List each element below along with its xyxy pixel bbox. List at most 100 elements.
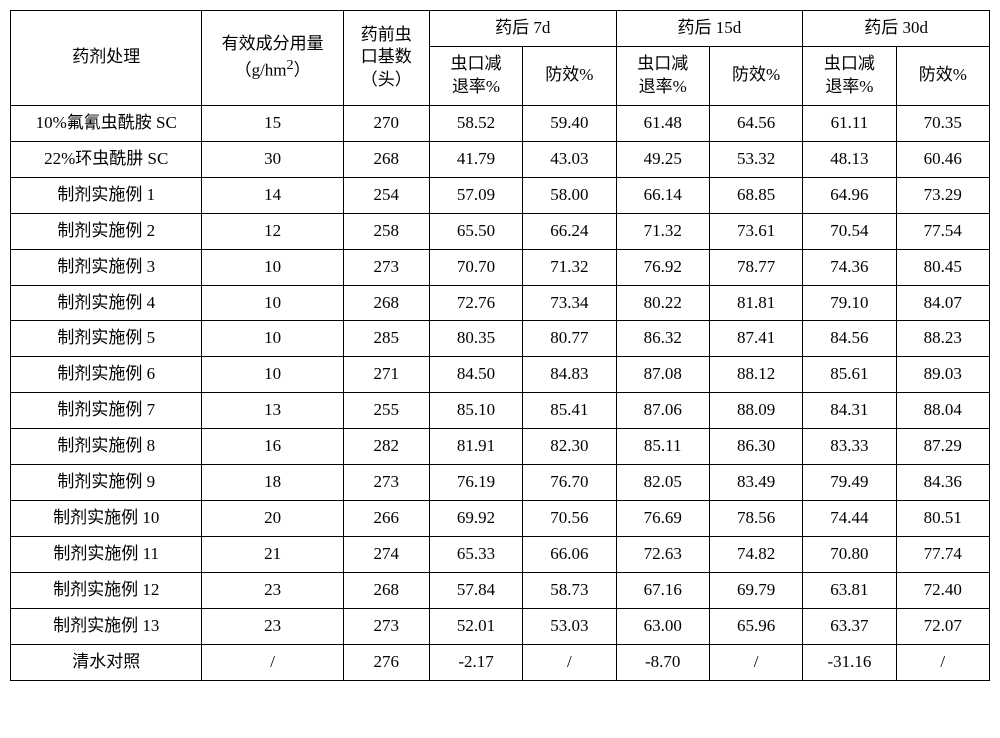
- table-cell: 81.81: [709, 285, 802, 321]
- table-cell: 71.32: [616, 213, 709, 249]
- table-cell: 72.07: [896, 608, 989, 644]
- table-cell: 制剂实施例 7: [11, 393, 202, 429]
- table-cell: 10: [202, 357, 343, 393]
- table-cell: 63.37: [803, 608, 896, 644]
- table-cell: -31.16: [803, 644, 896, 680]
- col-d7-reduction: 虫口减退率%: [429, 46, 522, 105]
- col-d15-efficacy: 防效%: [709, 46, 802, 105]
- table-cell: 21: [202, 537, 343, 573]
- col-d15: 药后 15d: [616, 11, 803, 47]
- table-cell: 41.79: [429, 141, 522, 177]
- table-cell: 84.83: [523, 357, 616, 393]
- table-cell: 66.06: [523, 537, 616, 573]
- table-cell: 79.10: [803, 285, 896, 321]
- table-cell: 268: [343, 573, 429, 609]
- table-cell: 85.41: [523, 393, 616, 429]
- table-cell: 74.44: [803, 501, 896, 537]
- table-cell: 83.49: [709, 465, 802, 501]
- table-cell: 13: [202, 393, 343, 429]
- table-cell: 制剂实施例 11: [11, 537, 202, 573]
- table-cell: 61.48: [616, 105, 709, 141]
- col-dose: 有效成分用量 （g/hm2）: [202, 11, 343, 106]
- col-d30: 药后 30d: [803, 11, 990, 47]
- efficacy-table: 药剂处理 有效成分用量 （g/hm2） 药前虫 口基数 （头） 药后 7d 药后…: [10, 10, 990, 681]
- table-cell: 66.14: [616, 177, 709, 213]
- table-cell: 64.56: [709, 105, 802, 141]
- table-body: 10%氟氰虫酰胺 SC1527058.5259.4061.4864.5661.1…: [11, 105, 990, 680]
- table-cell: 268: [343, 285, 429, 321]
- table-cell: 20: [202, 501, 343, 537]
- col-d7-efficacy: 防效%: [523, 46, 616, 105]
- table-cell: 87.08: [616, 357, 709, 393]
- table-cell: 10%氟氰虫酰胺 SC: [11, 105, 202, 141]
- col-treatment: 药剂处理: [11, 11, 202, 106]
- table-cell: 70.80: [803, 537, 896, 573]
- table-cell: 60.46: [896, 141, 989, 177]
- table-cell: /: [896, 644, 989, 680]
- table-row: 制剂实施例 61027184.5084.8387.0888.1285.6189.…: [11, 357, 990, 393]
- table-cell: 80.51: [896, 501, 989, 537]
- table-row: 制剂实施例 41026872.7673.3480.2281.8179.1084.…: [11, 285, 990, 321]
- table-cell: -2.17: [429, 644, 522, 680]
- table-cell: 58.52: [429, 105, 522, 141]
- table-cell: 48.13: [803, 141, 896, 177]
- table-cell: 43.03: [523, 141, 616, 177]
- table-cell: 制剂实施例 13: [11, 608, 202, 644]
- table-row: 制剂实施例 112127465.3366.0672.6374.8270.8077…: [11, 537, 990, 573]
- table-cell: 74.36: [803, 249, 896, 285]
- table-cell: 10: [202, 249, 343, 285]
- col-d15-reduction: 虫口减退率%: [616, 46, 709, 105]
- col-prebase: 药前虫 口基数 （头）: [343, 11, 429, 106]
- table-row: 制剂实施例 122326857.8458.7367.1669.7963.8172…: [11, 573, 990, 609]
- table-cell: 15: [202, 105, 343, 141]
- table-cell: 16: [202, 429, 343, 465]
- table-cell: 63.00: [616, 608, 709, 644]
- table-cell: 59.40: [523, 105, 616, 141]
- col-d7: 药后 7d: [429, 11, 616, 47]
- table-cell: 制剂实施例 3: [11, 249, 202, 285]
- table-cell: 73.61: [709, 213, 802, 249]
- table-cell: 85.11: [616, 429, 709, 465]
- table-row: 制剂实施例 102026669.9270.5676.6978.5674.4480…: [11, 501, 990, 537]
- table-cell: 58.73: [523, 573, 616, 609]
- table-cell: 70.70: [429, 249, 522, 285]
- table-cell: 87.29: [896, 429, 989, 465]
- table-cell: 53.03: [523, 608, 616, 644]
- table-cell: 70.35: [896, 105, 989, 141]
- table-cell: 254: [343, 177, 429, 213]
- table-row: 制剂实施例 11425457.0958.0066.1468.8564.9673.…: [11, 177, 990, 213]
- table-cell: 86.32: [616, 321, 709, 357]
- table-row: 22%环虫酰肼 SC3026841.7943.0349.2553.3248.13…: [11, 141, 990, 177]
- table-cell: 63.81: [803, 573, 896, 609]
- table-cell: 271: [343, 357, 429, 393]
- table-cell: 49.25: [616, 141, 709, 177]
- table-cell: /: [709, 644, 802, 680]
- table-cell: 76.69: [616, 501, 709, 537]
- table-cell: 67.16: [616, 573, 709, 609]
- table-row: 制剂实施例 51028580.3580.7786.3287.4184.5688.…: [11, 321, 990, 357]
- table-cell: 76.92: [616, 249, 709, 285]
- table-cell: 270: [343, 105, 429, 141]
- table-cell: 23: [202, 573, 343, 609]
- table-row: 制剂实施例 31027370.7071.3276.9278.7774.3680.…: [11, 249, 990, 285]
- header-row-1: 药剂处理 有效成分用量 （g/hm2） 药前虫 口基数 （头） 药后 7d 药后…: [11, 11, 990, 47]
- table-cell: 273: [343, 249, 429, 285]
- table-cell: 制剂实施例 4: [11, 285, 202, 321]
- table-cell: 81.91: [429, 429, 522, 465]
- table-cell: 82.30: [523, 429, 616, 465]
- table-cell: 65.33: [429, 537, 522, 573]
- table-cell: 66.24: [523, 213, 616, 249]
- table-cell: 76.70: [523, 465, 616, 501]
- table-cell: 76.19: [429, 465, 522, 501]
- col-d30-reduction: 虫口减退率%: [803, 46, 896, 105]
- table-cell: 88.23: [896, 321, 989, 357]
- table-cell: 88.12: [709, 357, 802, 393]
- table-cell: 84.36: [896, 465, 989, 501]
- table-cell: 65.50: [429, 213, 522, 249]
- table-cell: 80.77: [523, 321, 616, 357]
- table-cell: 88.09: [709, 393, 802, 429]
- table-cell: 23: [202, 608, 343, 644]
- table-cell: 58.00: [523, 177, 616, 213]
- table-cell: 制剂实施例 8: [11, 429, 202, 465]
- table-cell: 52.01: [429, 608, 522, 644]
